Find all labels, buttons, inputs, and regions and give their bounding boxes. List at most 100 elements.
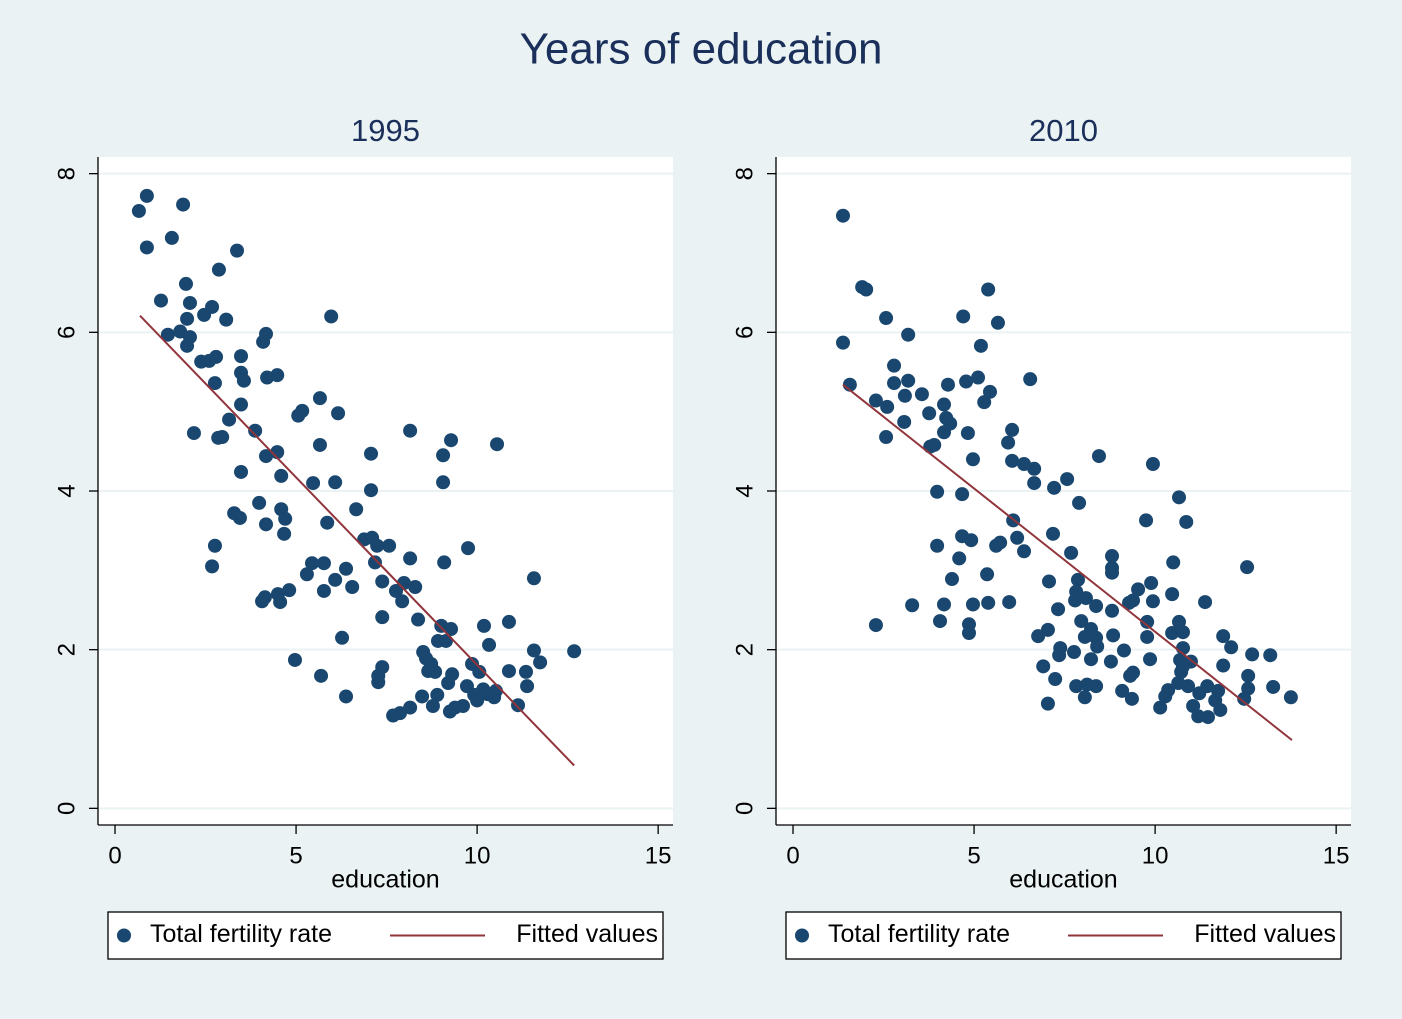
- legend-marker: [795, 928, 809, 943]
- point: [1241, 668, 1256, 683]
- y-tick-label: 8: [731, 167, 758, 180]
- point: [937, 597, 952, 612]
- point: [252, 495, 267, 510]
- legend-box: [785, 911, 1342, 960]
- x-tick-label: 5: [289, 842, 302, 869]
- point: [1005, 422, 1020, 437]
- point: [139, 188, 154, 203]
- point: [278, 511, 293, 526]
- point: [441, 675, 456, 690]
- point: [965, 597, 980, 612]
- fit-line: [139, 314, 575, 767]
- point: [1165, 587, 1180, 602]
- point: [897, 388, 912, 403]
- point: [455, 698, 470, 713]
- point: [274, 468, 289, 483]
- point: [533, 655, 548, 670]
- point: [395, 594, 410, 609]
- point: [215, 430, 230, 445]
- point: [339, 561, 354, 576]
- point: [209, 349, 224, 364]
- point: [367, 555, 382, 570]
- point: [1139, 513, 1154, 528]
- point: [1060, 472, 1075, 487]
- point: [487, 690, 502, 705]
- point: [270, 368, 285, 383]
- y-tick-label: 2: [731, 643, 758, 656]
- point: [1064, 545, 1079, 560]
- panel: 1995 0 2 4 6 8 0 5 10 15 education Total fertility …: [53, 113, 673, 960]
- point: [1077, 629, 1092, 644]
- point: [922, 406, 937, 421]
- point: [461, 541, 476, 556]
- point: [178, 276, 193, 291]
- point: [1070, 572, 1085, 587]
- point: [282, 583, 297, 598]
- point: [306, 476, 321, 491]
- point: [345, 579, 360, 594]
- y-tick-label: 4: [53, 484, 80, 497]
- point: [1172, 490, 1187, 505]
- point: [1017, 544, 1032, 559]
- point: [248, 423, 263, 438]
- point: [375, 610, 390, 625]
- point: [868, 393, 883, 408]
- point: [408, 579, 423, 594]
- point: [944, 572, 959, 587]
- legend-label: Fitted values: [1194, 920, 1336, 948]
- y-tick-label: 6: [53, 326, 80, 339]
- point: [905, 598, 920, 613]
- point: [324, 309, 339, 324]
- point: [1068, 593, 1083, 608]
- point: [1140, 629, 1155, 644]
- point: [1077, 690, 1092, 705]
- point: [403, 423, 418, 438]
- point: [164, 230, 179, 245]
- point: [230, 243, 245, 258]
- point: [964, 533, 979, 548]
- point: [316, 556, 331, 571]
- panel-title: 2010: [1029, 113, 1098, 148]
- point: [160, 327, 175, 342]
- point: [444, 622, 459, 637]
- point: [526, 571, 541, 586]
- point: [956, 309, 971, 324]
- point: [1047, 480, 1062, 495]
- point: [1115, 683, 1130, 698]
- point: [382, 538, 397, 553]
- point: [1106, 628, 1121, 643]
- point: [312, 437, 327, 452]
- point: [482, 637, 497, 652]
- point: [961, 626, 976, 641]
- point: [403, 551, 418, 566]
- point: [255, 594, 270, 609]
- point: [1072, 495, 1087, 510]
- point: [930, 484, 945, 499]
- point: [1031, 629, 1046, 644]
- point: [965, 452, 980, 467]
- point: [1145, 457, 1160, 472]
- point: [1105, 549, 1120, 564]
- point: [501, 614, 516, 629]
- point: [1153, 700, 1168, 715]
- y-tick-label: 2: [53, 643, 80, 656]
- point: [1216, 629, 1231, 644]
- point: [442, 704, 457, 719]
- point: [930, 538, 945, 553]
- point: [234, 464, 249, 479]
- point: [511, 698, 526, 713]
- point: [331, 406, 346, 421]
- point: [1124, 691, 1139, 706]
- point: [207, 538, 222, 553]
- point: [1069, 679, 1084, 694]
- point: [1165, 626, 1180, 641]
- point: [1010, 530, 1025, 545]
- y-tick-label: 0: [731, 802, 758, 815]
- point: [1216, 658, 1231, 673]
- point: [955, 487, 970, 502]
- point: [1001, 435, 1016, 450]
- point: [1213, 702, 1228, 717]
- point: [436, 475, 451, 490]
- point: [901, 327, 916, 342]
- point: [1143, 652, 1158, 667]
